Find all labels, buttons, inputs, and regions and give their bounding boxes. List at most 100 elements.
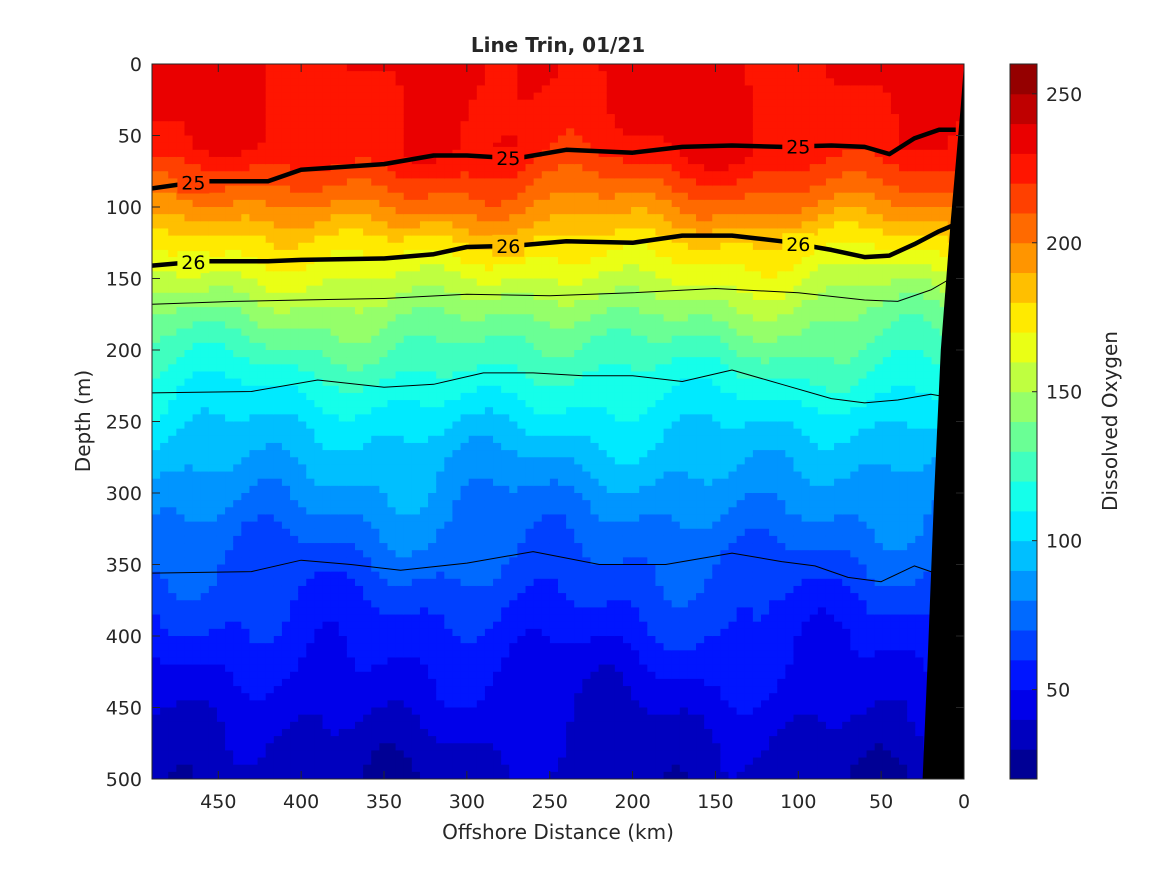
- oxygen-cell: [379, 607, 389, 616]
- oxygen-cell: [476, 614, 486, 623]
- oxygen-cell: [281, 71, 291, 79]
- oxygen-cell: [476, 607, 486, 616]
- oxygen-cell: [403, 149, 413, 158]
- oxygen-cell: [330, 628, 340, 637]
- oxygen-cell: [501, 385, 510, 394]
- oxygen-cell: [184, 700, 194, 709]
- oxygen-cell: [330, 543, 340, 551]
- oxygen-cell: [403, 214, 413, 222]
- oxygen-cell: [363, 771, 372, 779]
- oxygen-cell: [509, 292, 518, 301]
- oxygen-cell: [290, 185, 299, 194]
- oxygen-cell: [509, 135, 518, 144]
- oxygen-cell: [184, 435, 194, 444]
- oxygen-cell: [517, 435, 527, 444]
- oxygen-cell: [216, 650, 226, 659]
- oxygen-cell: [241, 242, 251, 251]
- oxygen-cell: [468, 550, 478, 558]
- oxygen-cell: [428, 585, 437, 594]
- oxygen-cell: [192, 142, 202, 151]
- oxygen-cell: [298, 571, 307, 580]
- oxygen-cell: [306, 750, 315, 759]
- oxygen-cell: [541, 271, 551, 280]
- oxygen-cell: [273, 221, 283, 230]
- oxygen-cell: [233, 164, 242, 172]
- oxygen-cell: [314, 764, 324, 773]
- oxygen-cell: [419, 407, 429, 415]
- oxygen-cell: [290, 221, 299, 230]
- oxygen-cell: [452, 257, 462, 265]
- oxygen-cell: [192, 714, 202, 723]
- oxygen-cell: [428, 428, 437, 437]
- oxygen-cell: [533, 185, 543, 194]
- oxygen-cell: [387, 185, 397, 194]
- oxygen-cell: [298, 607, 307, 616]
- oxygen-cell: [501, 99, 510, 108]
- oxygen-cell: [314, 214, 324, 222]
- oxygen-cell: [428, 185, 437, 194]
- oxygen-cell: [306, 521, 315, 530]
- oxygen-cell: [208, 335, 218, 344]
- oxygen-cell: [541, 371, 551, 380]
- oxygen-cell: [208, 221, 218, 230]
- oxygen-cell: [444, 593, 454, 601]
- oxygen-cell: [338, 500, 348, 508]
- oxygen-cell: [501, 207, 510, 215]
- oxygen-cell: [371, 678, 380, 687]
- oxygen-cell: [476, 543, 486, 551]
- oxygen-cell: [265, 142, 275, 151]
- oxygen-cell: [533, 278, 543, 287]
- oxygen-cell: [273, 528, 283, 537]
- oxygen-cell: [419, 485, 429, 494]
- oxygen-cell: [379, 214, 389, 222]
- oxygen-cell: [273, 550, 283, 558]
- oxygen-cell: [330, 478, 340, 487]
- oxygen-cell: [468, 385, 478, 394]
- oxygen-cell: [346, 299, 356, 308]
- oxygen-cell: [200, 214, 210, 222]
- oxygen-cell: [314, 364, 324, 373]
- oxygen-cell: [322, 71, 332, 79]
- oxygen-cell: [476, 764, 486, 773]
- oxygen-cell: [444, 621, 454, 630]
- oxygen-cell: [241, 678, 251, 687]
- oxygen-cell: [387, 578, 397, 587]
- oxygen-cell: [541, 500, 551, 508]
- oxygen-cell: [460, 736, 470, 744]
- oxygen-cell: [298, 621, 307, 630]
- oxygen-cell: [346, 514, 356, 523]
- oxygen-cell: [160, 428, 169, 437]
- oxygen-cell: [395, 464, 405, 473]
- oxygen-cell: [436, 557, 445, 566]
- oxygen-cell: [184, 99, 194, 108]
- oxygen-cell: [460, 385, 470, 394]
- oxygen-cell: [363, 314, 372, 322]
- oxygen-cell: [379, 636, 389, 644]
- oxygen-cell: [290, 285, 299, 294]
- oxygen-cell: [363, 528, 372, 537]
- oxygen-cell: [200, 464, 210, 473]
- oxygen-cell: [428, 464, 437, 473]
- oxygen-cell: [493, 99, 502, 108]
- oxygen-cell: [476, 257, 486, 265]
- oxygen-cell: [241, 135, 251, 144]
- oxygen-cell: [509, 607, 518, 616]
- oxygen-cell: [419, 106, 429, 115]
- oxygen-cell: [168, 693, 177, 701]
- oxygen-cell: [233, 571, 242, 580]
- oxygen-cell: [314, 571, 324, 580]
- oxygen-cell: [257, 156, 267, 165]
- oxygen-cell: [541, 185, 551, 194]
- oxygen-cell: [428, 728, 437, 737]
- oxygen-cell: [419, 400, 429, 408]
- oxygen-cell: [225, 485, 234, 494]
- oxygen-cell: [484, 249, 494, 258]
- oxygen-cell: [436, 707, 445, 716]
- oxygen-cell: [355, 407, 364, 415]
- oxygen-cell: [225, 543, 234, 551]
- oxygen-cell: [273, 478, 283, 487]
- oxygen-cell: [549, 607, 559, 616]
- oxygen-cell: [273, 728, 283, 737]
- oxygen-cell: [281, 185, 291, 194]
- oxygen-cell: [290, 442, 299, 451]
